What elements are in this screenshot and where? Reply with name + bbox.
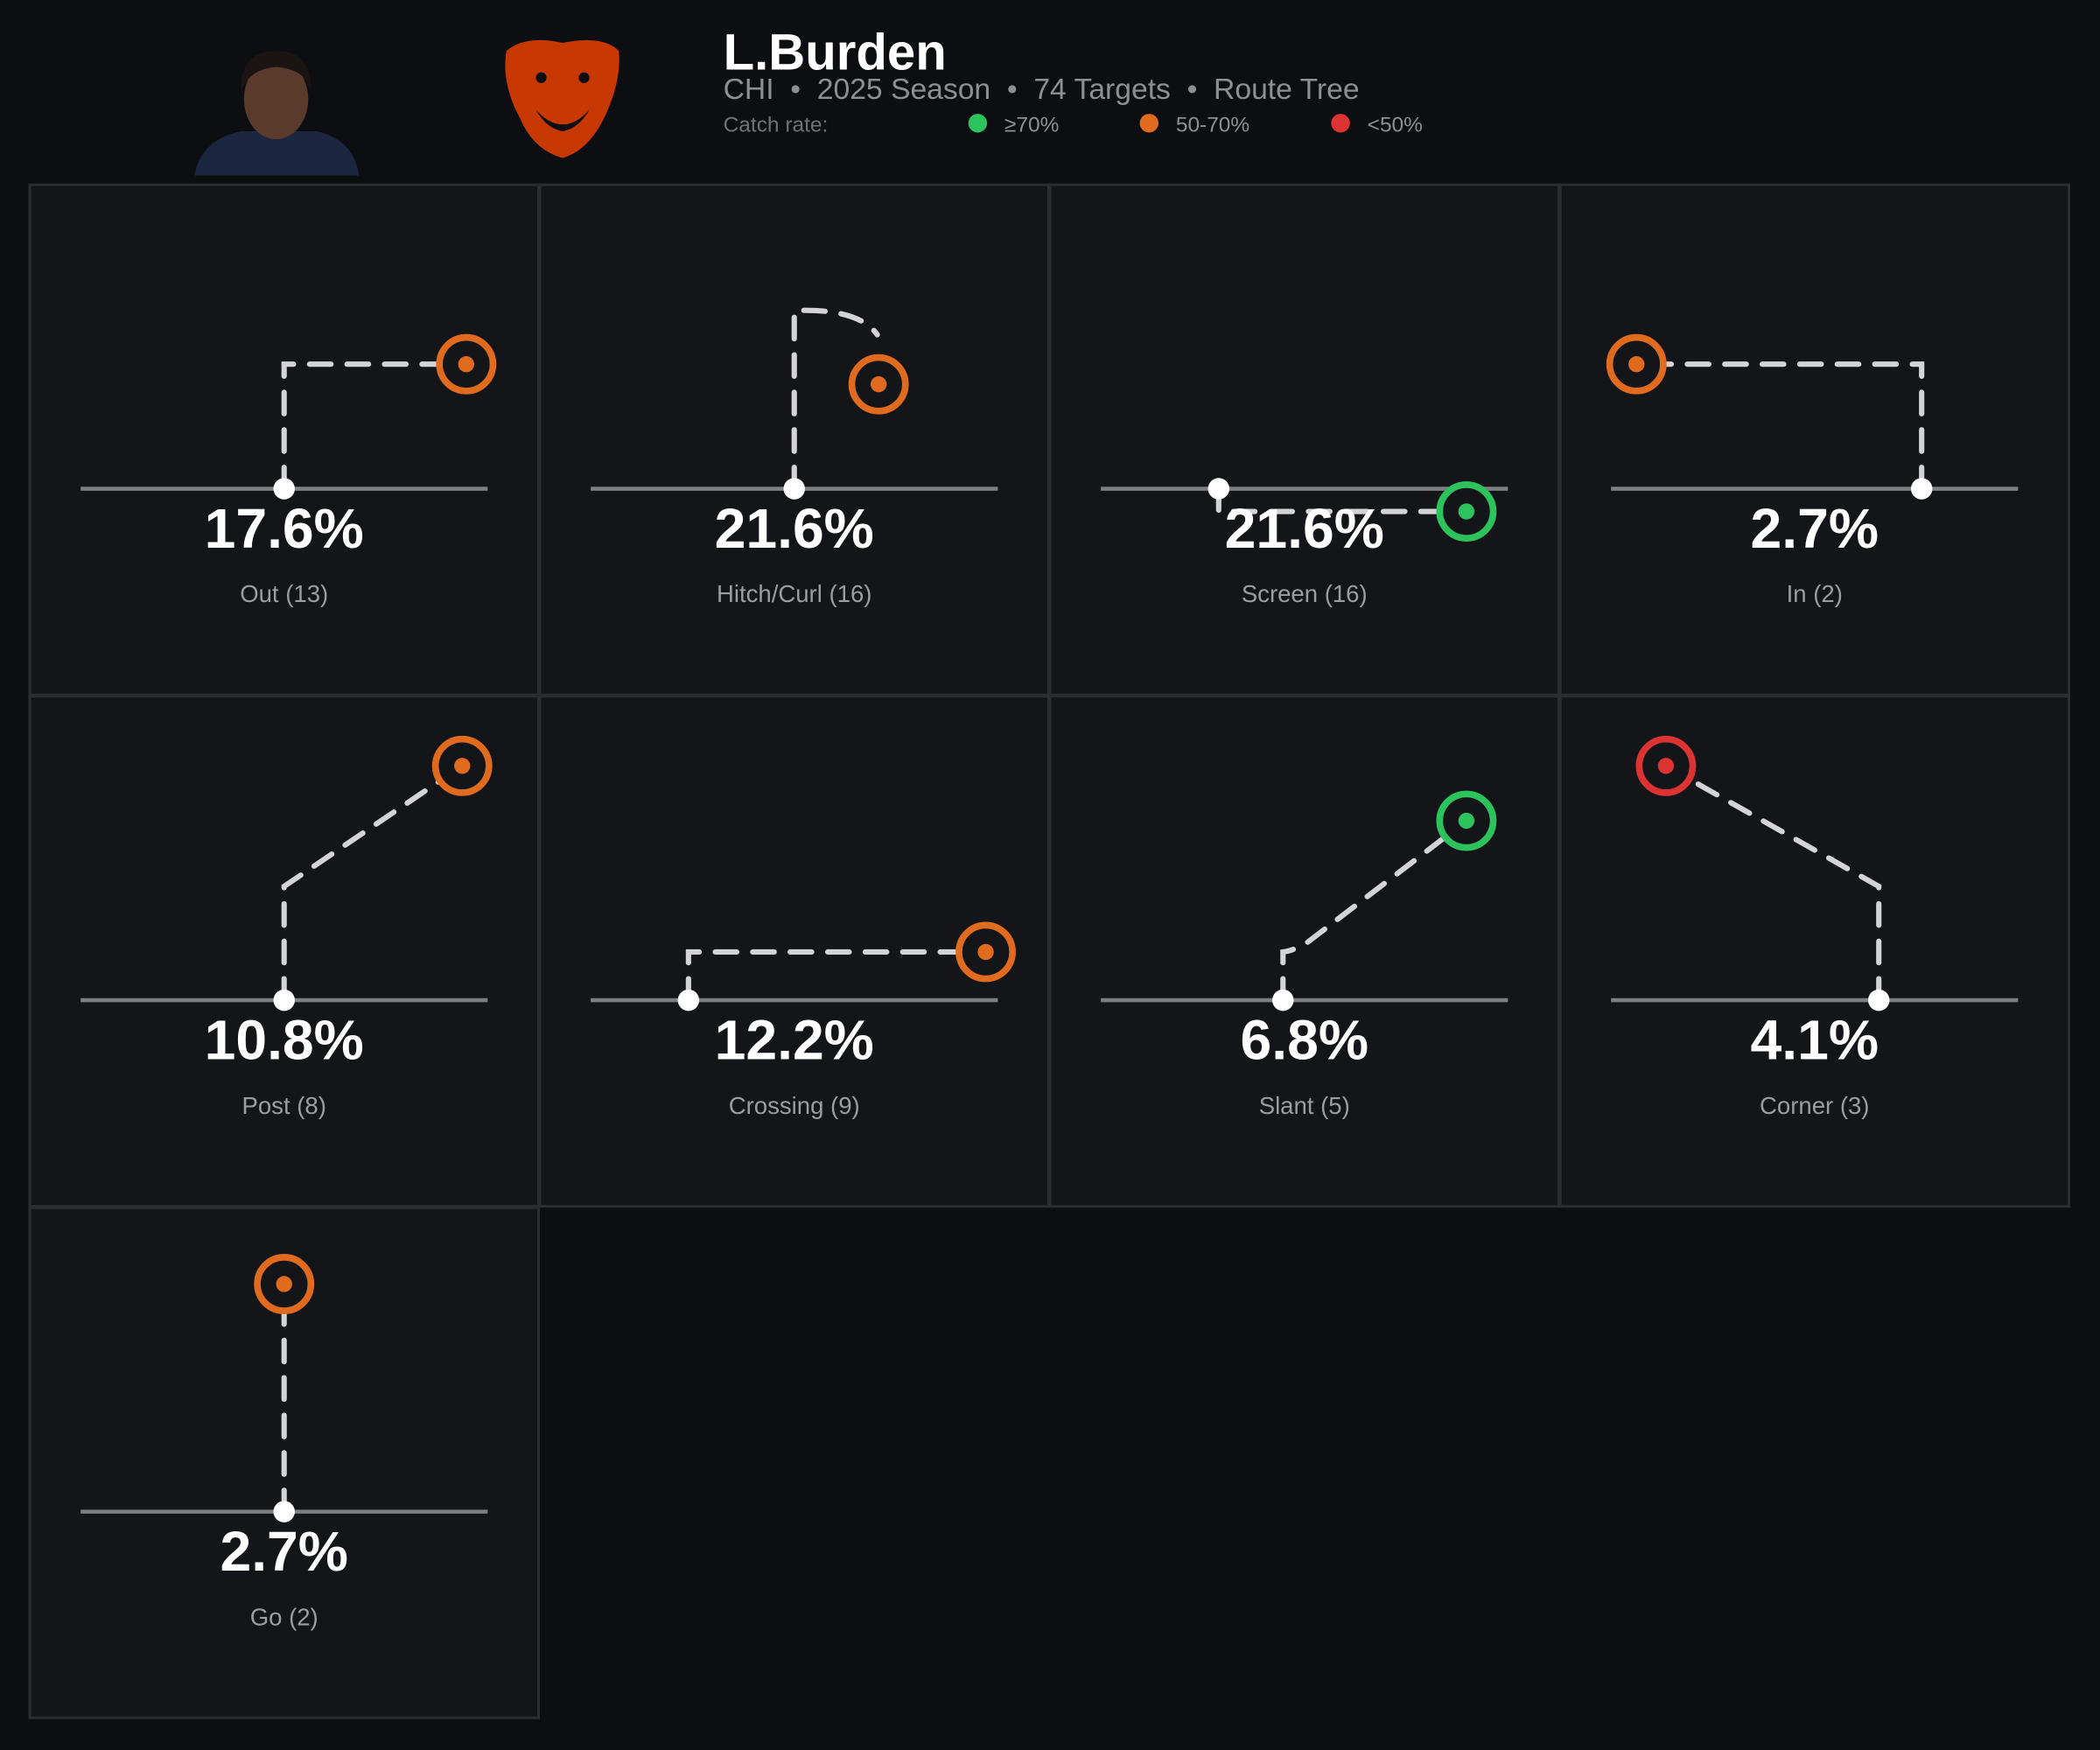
panel-bg [1558, 695, 2071, 1208]
route-path [281, 763, 466, 1004]
route-panel: 12.2% Crossing (9) [538, 695, 1050, 1208]
route-panel: 2.7% In (2) [1558, 183, 2071, 696]
legend-label: ≥70% [1004, 113, 1059, 136]
target-dot [276, 1276, 292, 1292]
route-path [281, 361, 469, 492]
route-pct: 21.6% [1225, 497, 1384, 560]
target-dot [458, 356, 475, 373]
route-pct: 4.1% [1751, 1009, 1879, 1072]
route-label: Corner (3) [1760, 1092, 1869, 1119]
route-start [273, 989, 295, 1012]
route-path [791, 307, 880, 492]
route-pct: 21.6% [715, 497, 874, 560]
route-pct: 2.7% [1751, 497, 1879, 560]
route-label: Post (8) [242, 1092, 326, 1119]
route-start [783, 478, 805, 500]
route-panel: 10.8% Post (8) [28, 695, 540, 1208]
route-start [1208, 478, 1230, 500]
panels: ≥70% 50-70% <50% 17.6% Out (13) 21.6% Hitch/Cu… [28, 113, 2071, 1719]
route-start [1910, 478, 1933, 500]
route-start [677, 989, 700, 1012]
route-panel: 4.1% Corner (3) [1558, 695, 2071, 1208]
legend-dot [1331, 114, 1350, 133]
route-start [1867, 989, 1890, 1012]
target-dot [454, 758, 471, 774]
route-label: Slant (5) [1259, 1092, 1350, 1119]
route-label: Screen (16) [1242, 580, 1368, 607]
route-start [273, 478, 295, 500]
route-pct: 6.8% [1241, 1009, 1368, 1072]
route-label: Crossing (9) [729, 1092, 860, 1119]
route-pct: 12.2% [715, 1009, 874, 1072]
player-photo [194, 51, 360, 176]
route-panel: 21.6% Hitch/Curl (16) [538, 183, 1050, 696]
route-panel: 6.8% Slant (5) [1048, 695, 1561, 1208]
panel-bg [1048, 183, 1561, 696]
target-dot [977, 943, 994, 961]
route-panel: 17.6% Out (13) [28, 183, 540, 696]
legend-dot [968, 114, 988, 133]
target-dot [1657, 758, 1675, 774]
target-dot [1458, 812, 1475, 830]
route-panel: 2.7% Go (2) [28, 1206, 540, 1719]
team-logo [505, 39, 620, 158]
route-label: Hitch/Curl (16) [717, 580, 872, 607]
panel-bg [1048, 695, 1561, 1208]
route-label: Out (13) [240, 580, 328, 607]
legend-dot [1139, 114, 1158, 133]
legend-label: <50% [1368, 113, 1423, 136]
title: L.Burden [724, 24, 947, 81]
subtitle: CHI • 2025 Season • 74 Targets • Route T… [724, 74, 1360, 106]
route-path [1280, 817, 1469, 1004]
legend-title: Catch rate: [724, 113, 829, 136]
route-pct: 10.8% [205, 1009, 364, 1072]
route-path [685, 948, 989, 1004]
route-path [1662, 763, 1882, 1004]
target-dot [1458, 503, 1475, 520]
route-start [1272, 989, 1294, 1012]
route-label: In (2) [1787, 580, 1843, 607]
route-pct: 17.6% [205, 497, 364, 560]
route-pct: 2.7% [220, 1520, 347, 1583]
target-dot [870, 375, 887, 393]
panel-bg [1558, 183, 2071, 696]
route-panel: 21.6% Screen (16) [1048, 183, 1561, 696]
target-dot [1628, 356, 1645, 373]
legend-label: 50-70% [1176, 113, 1250, 136]
route-label: Go (2) [250, 1603, 318, 1630]
route-start [273, 1501, 295, 1522]
route-path [1634, 361, 1925, 492]
